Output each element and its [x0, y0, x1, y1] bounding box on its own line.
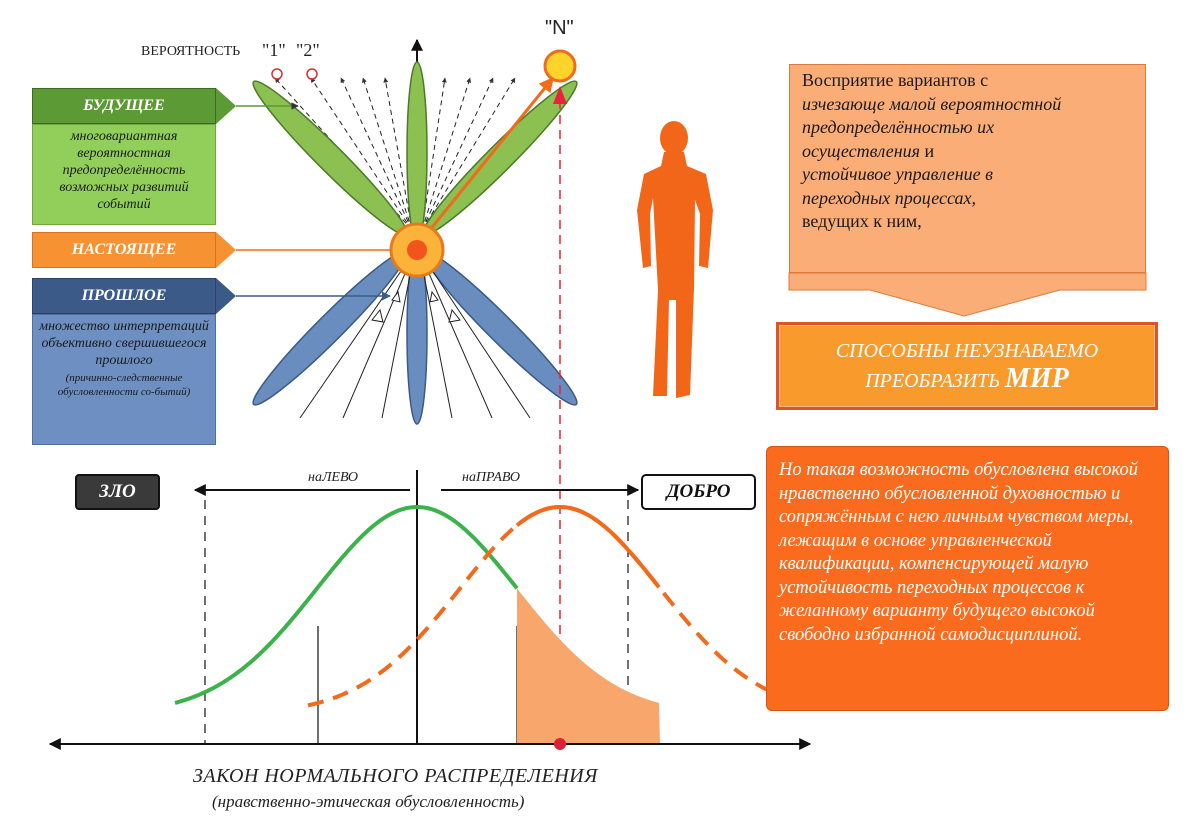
probability-1: "1" — [262, 40, 286, 60]
perception-line-3: предопределённостью их — [802, 117, 995, 137]
orange-solid-tail — [515, 505, 661, 589]
present-core — [407, 240, 427, 260]
probability-marker-1 — [271, 68, 283, 80]
probability-marker-n — [543, 49, 577, 83]
probability-marker-2 — [306, 68, 318, 80]
future-description: многовариантная вероятностная предопреде… — [32, 124, 216, 225]
probability-n: "N" — [545, 17, 574, 39]
left-direction-label: наЛЕВО — [308, 470, 358, 485]
perception-line-4a: осуществления — [802, 140, 921, 161]
probability-2: "2" — [296, 40, 320, 60]
perception-arrow — [788, 272, 1147, 317]
perception-line-4b: и — [920, 140, 935, 161]
perception-line-6: переходных процессах, — [802, 187, 976, 208]
perception-line-5: устойчивое управление в — [802, 164, 993, 184]
perception-line-1: Восприятие вариантов с — [802, 70, 989, 90]
transform-box: СПОСОБНЫ НЕУЗНАВАЕМО ПРЕОБРАЗИТЬ МИР — [776, 322, 1158, 410]
present-label-tip — [216, 232, 236, 268]
n-arrow-tip — [553, 86, 567, 104]
future-label-tip — [216, 88, 236, 124]
past-label-tip — [216, 278, 236, 314]
future-label-text: БУДУЩЕЕ — [83, 97, 165, 114]
good-box: ДОБРО — [641, 474, 756, 510]
footer-subtitle: (нравственно-этическая обусловленность) — [212, 792, 525, 811]
condition-box: Но такая возможность обусловлена высокой… — [766, 446, 1169, 711]
past-description-note: (причинно-следственные обусловленности с… — [57, 372, 191, 398]
footer-title: ЗАКОН НОРМАЛЬНОГО РАСПРЕДЕЛЕНИЯ — [193, 765, 598, 787]
present-label: НАСТОЯЩЕЕ — [32, 232, 216, 268]
future-petals — [252, 61, 578, 243]
future-label: БУДУЩЕЕ — [32, 88, 216, 124]
n-axis-point — [554, 738, 566, 750]
perception-line-7: ведущих к ним, — [802, 211, 922, 231]
person-silhouette — [637, 121, 713, 398]
right-direction-label: наПРАВО — [462, 470, 520, 485]
green-normal-curve — [174, 505, 519, 705]
probability-label: ВЕРОЯТНОСТЬ — [141, 44, 241, 59]
shaded-tail — [517, 588, 660, 744]
perception-box: Восприятие вариантов с изчезающе малой в… — [789, 64, 1146, 273]
past-label: ПРОШЛОЕ — [32, 278, 216, 314]
transform-line-1: СПОСОБНЫ НЕУЗНАВАЕМО — [835, 340, 1099, 362]
past-description: множество интерпретаций объективно сверш… — [32, 314, 216, 445]
past-description-main: множество интерпретаций объективно сверш… — [39, 319, 209, 368]
past-label-text: ПРОШЛОЕ — [81, 287, 167, 304]
orange-arrow-n — [423, 76, 555, 237]
transform-line-2: ПРЕОБРАЗИТЬ — [865, 370, 1005, 392]
past-rays — [299, 257, 531, 419]
evil-box: ЗЛО — [75, 474, 160, 510]
present-label-text: НАСТОЯЩЕЕ — [71, 241, 177, 258]
transform-emphasis: МИР — [1005, 363, 1069, 394]
perception-line-2: изчезающе малой вероятностной — [802, 93, 1062, 114]
